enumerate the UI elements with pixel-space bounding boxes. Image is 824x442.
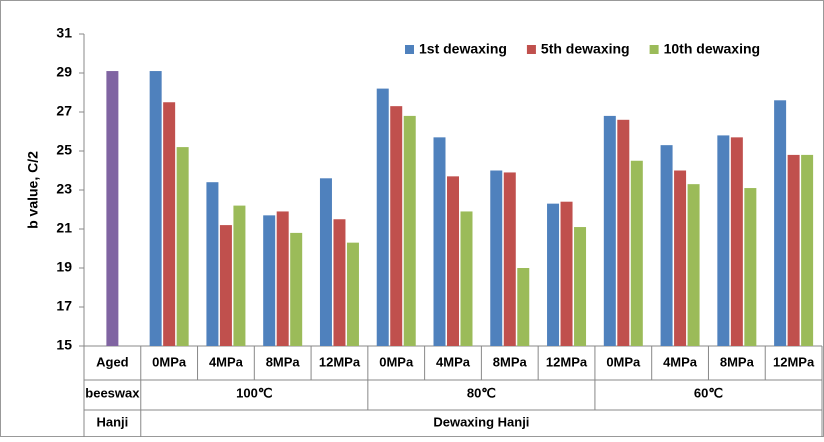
bar — [517, 268, 530, 346]
legend-label: 1st dewaxing — [419, 41, 507, 57]
y-tick-label: 17 — [56, 298, 72, 314]
x-tick-label: 12MPa — [773, 354, 815, 369]
bar — [503, 172, 516, 346]
bar — [206, 182, 219, 346]
x-tick-label: 4MPa — [209, 354, 244, 369]
y-tick-label: 19 — [56, 259, 72, 275]
legend-label: 5th dewaxing — [541, 41, 630, 57]
y-axis-label: b value, C/2 — [25, 151, 41, 229]
bar — [787, 154, 800, 346]
x-supergroup-label: Dewaxing Hanji — [433, 414, 529, 429]
x-tick-label: 12MPa — [319, 354, 361, 369]
x-tick-label: 8MPa — [720, 354, 755, 369]
y-tick-label: 27 — [56, 103, 72, 119]
bar — [376, 88, 389, 346]
bar — [163, 102, 176, 346]
x-tick-label: 0MPa — [606, 354, 641, 369]
bar — [560, 201, 573, 346]
bar — [490, 170, 503, 346]
y-tick-label: 23 — [56, 181, 72, 197]
x-group-label: 60℃ — [694, 385, 723, 400]
x-tick-label: 4MPa — [663, 354, 698, 369]
bar — [774, 100, 787, 346]
bar — [290, 232, 303, 346]
bar — [674, 170, 687, 346]
x-tick-label: 4MPa — [436, 354, 471, 369]
x-group-label: beeswax — [85, 385, 140, 400]
x-tick-label: 8MPa — [493, 354, 528, 369]
legend-label: 10th dewaxing — [664, 41, 760, 57]
legend-swatch — [526, 45, 536, 54]
x-tick-label: Aged — [96, 354, 129, 369]
x-tick-label: 8MPa — [266, 354, 301, 369]
y-tick-label: 15 — [56, 337, 72, 353]
bar — [149, 71, 162, 347]
bar — [263, 215, 276, 346]
x-group-label: 100℃ — [236, 385, 272, 400]
legend-swatch — [649, 45, 659, 54]
bar — [319, 178, 332, 346]
x-tick-label: 12MPa — [546, 354, 588, 369]
legend-swatch — [405, 45, 414, 54]
bar — [744, 188, 757, 346]
bar — [447, 176, 459, 346]
y-tick-label: 29 — [56, 64, 72, 80]
bar — [106, 71, 119, 347]
y-tick-label: 21 — [56, 220, 72, 236]
bar — [801, 154, 814, 346]
bar — [687, 184, 700, 346]
bar — [730, 137, 743, 346]
bar — [460, 211, 473, 346]
bar — [403, 115, 416, 347]
bar — [603, 115, 616, 347]
x-supergroup-label: Hanji — [96, 414, 128, 429]
bar — [433, 137, 446, 346]
y-tick-label: 31 — [56, 25, 72, 41]
x-group-label: 80℃ — [467, 385, 496, 400]
bar — [233, 205, 246, 346]
bar — [630, 160, 643, 346]
bar — [660, 145, 673, 346]
bar — [346, 242, 359, 346]
x-tick-label: 0MPa — [152, 354, 187, 369]
bar — [333, 219, 346, 346]
bar — [574, 227, 587, 346]
bar — [547, 203, 560, 346]
bar — [717, 135, 730, 346]
bar — [219, 225, 232, 346]
bar — [176, 147, 189, 346]
x-tick-label: 0MPa — [379, 354, 414, 369]
y-tick-label: 25 — [56, 142, 72, 158]
bar — [390, 106, 403, 347]
bar — [276, 211, 289, 346]
bar — [617, 119, 630, 346]
